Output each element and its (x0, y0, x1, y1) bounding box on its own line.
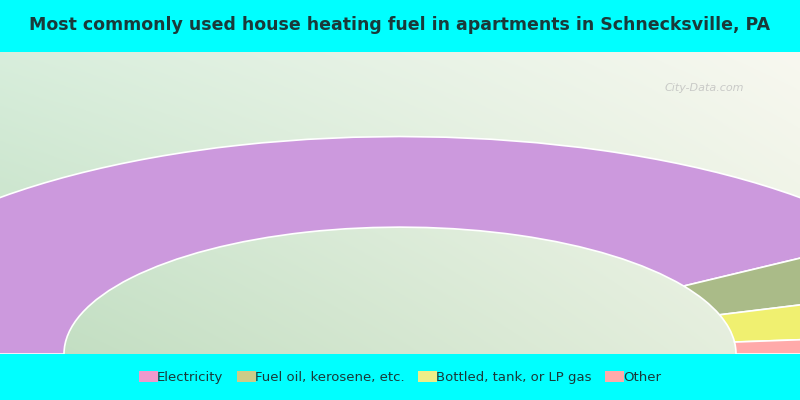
Wedge shape (684, 238, 800, 315)
Text: Most commonly used house heating fuel in apartments in Schnecksville, PA: Most commonly used house heating fuel in… (30, 16, 770, 34)
Wedge shape (0, 136, 800, 354)
Wedge shape (719, 287, 800, 342)
Wedge shape (734, 334, 800, 354)
Legend: Electricity, Fuel oil, kerosene, etc., Bottled, tank, or LP gas, Other: Electricity, Fuel oil, kerosene, etc., B… (134, 365, 666, 389)
Text: City-Data.com: City-Data.com (664, 83, 744, 93)
